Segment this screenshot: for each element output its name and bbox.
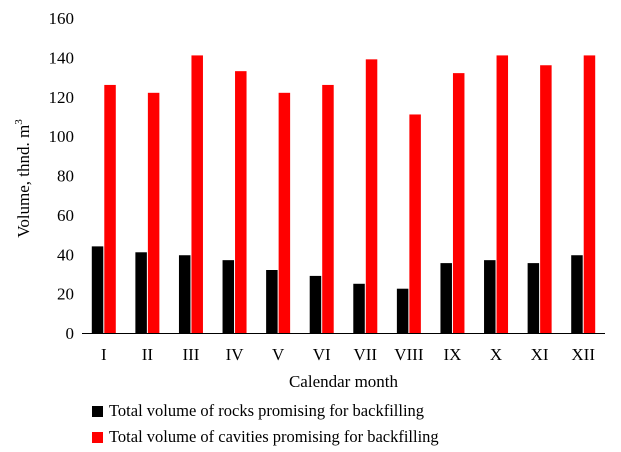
y-tick-label: 160 bbox=[49, 9, 75, 28]
y-tick-label: 0 bbox=[66, 324, 75, 343]
bar-rocks-I bbox=[91, 246, 104, 333]
x-tick-label: IV bbox=[226, 345, 245, 364]
bar-cavities-III bbox=[191, 55, 203, 333]
y-tick-label: 120 bbox=[49, 88, 75, 107]
x-tick-label: IX bbox=[443, 345, 461, 364]
x-tick-label: VII bbox=[353, 345, 377, 364]
y-axis-ticks: 0 20 40 60 80 100 120 140 160 bbox=[49, 9, 75, 343]
legend-item-cavities: Total volume of cavities promising for b… bbox=[92, 424, 439, 450]
y-tick-label: 100 bbox=[49, 127, 75, 146]
bar-cavities-IX bbox=[452, 73, 465, 333]
y-axis-title-superscript: 3 bbox=[13, 119, 25, 125]
y-axis-title-main: Volume, thnd. m bbox=[14, 125, 33, 238]
bars bbox=[91, 55, 596, 333]
bar-rocks-XII bbox=[571, 255, 583, 333]
x-tick-label: XI bbox=[531, 345, 549, 364]
bar-cavities-IV bbox=[235, 71, 247, 333]
legend-label-rocks: Total volume of rocks promising for back… bbox=[109, 401, 425, 420]
x-tick-label: VIII bbox=[394, 345, 424, 364]
y-axis-title: Volume, thnd. m3 bbox=[13, 119, 33, 238]
legend-swatch-rocks bbox=[92, 405, 103, 417]
y-tick-label: 140 bbox=[49, 48, 75, 67]
x-tick-label: I bbox=[101, 345, 107, 364]
bar-rocks-IV bbox=[222, 260, 235, 333]
legend-item-rocks: Total volume of rocks promising for back… bbox=[92, 398, 439, 424]
y-tick-label: 40 bbox=[57, 245, 74, 264]
bar-cavities-VII bbox=[365, 59, 378, 333]
y-tick-label: 20 bbox=[57, 285, 74, 304]
y-tick-label: 60 bbox=[57, 206, 74, 225]
bar-rocks-V bbox=[266, 270, 278, 333]
bar-rocks-XI bbox=[527, 263, 540, 333]
x-tick-label: II bbox=[142, 345, 154, 364]
x-tick-label: VI bbox=[313, 345, 331, 364]
bar-cavities-X bbox=[496, 55, 509, 333]
legend-label-cavities: Total volume of cavities promising for b… bbox=[109, 427, 439, 446]
x-axis-ticks: I II III IV V VI VII VIII IX X XI XII bbox=[101, 345, 595, 364]
bar-cavities-I bbox=[104, 84, 116, 333]
bar-cavities-XII bbox=[583, 55, 596, 333]
legend: Total volume of rocks promising for back… bbox=[92, 398, 439, 450]
bar-cavities-VI bbox=[322, 84, 334, 333]
x-tick-label: XII bbox=[571, 345, 595, 364]
x-tick-label: X bbox=[490, 345, 502, 364]
bar-cavities-V bbox=[278, 92, 291, 333]
bar-rocks-III bbox=[178, 255, 191, 333]
bar-rocks-VII bbox=[353, 283, 365, 333]
legend-swatch-cavities bbox=[92, 431, 103, 443]
bar-cavities-II bbox=[147, 92, 160, 333]
bar-rocks-II bbox=[135, 252, 147, 333]
bar-rocks-VI bbox=[309, 275, 322, 333]
x-tick-label: V bbox=[272, 345, 285, 364]
bar-cavities-XI bbox=[540, 65, 552, 333]
bar-rocks-VIII bbox=[396, 288, 409, 333]
bar-cavities-VIII bbox=[409, 114, 421, 333]
x-axis-title: Calendar month bbox=[289, 372, 399, 391]
x-tick-label: III bbox=[182, 345, 199, 364]
bar-rocks-X bbox=[484, 260, 496, 333]
y-tick-label: 80 bbox=[57, 167, 74, 186]
bar-rocks-IX bbox=[440, 263, 452, 333]
